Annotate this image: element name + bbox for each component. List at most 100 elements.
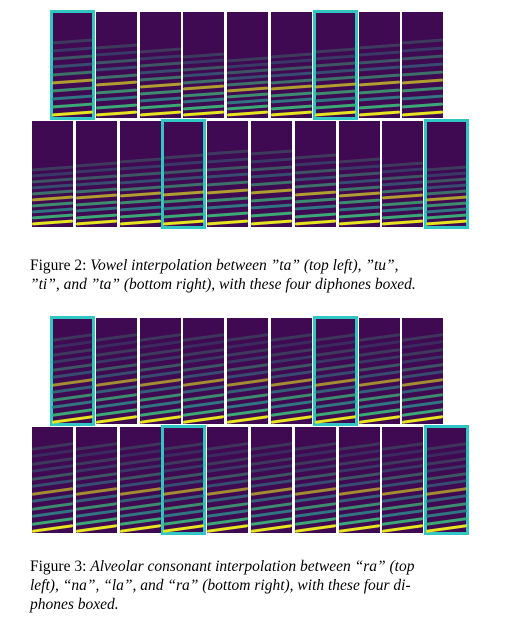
harmonic-band bbox=[52, 110, 93, 117]
spectrogram-panel bbox=[139, 12, 181, 118]
harmonic-band bbox=[338, 219, 380, 226]
harmonic-band bbox=[271, 104, 312, 110]
harmonic-band bbox=[251, 479, 292, 488]
harmonic-band bbox=[402, 54, 444, 61]
harmonic-band bbox=[139, 89, 181, 96]
harmonic-band bbox=[163, 160, 205, 167]
spectrogram-panel bbox=[358, 12, 400, 118]
harmonic-band bbox=[183, 52, 225, 58]
harmonic-band bbox=[227, 86, 269, 93]
harmonic-band bbox=[271, 110, 312, 117]
harmonic-band bbox=[426, 213, 468, 220]
harmonic-band bbox=[95, 103, 137, 109]
spectrogram-panel bbox=[227, 318, 269, 424]
harmonic-band bbox=[207, 165, 249, 171]
harmonic-band bbox=[358, 58, 400, 64]
harmonic-band bbox=[95, 88, 137, 94]
harmonic-band bbox=[294, 524, 336, 533]
harmonic-band bbox=[119, 164, 161, 171]
harmonic-band bbox=[163, 479, 205, 488]
spectrogram-panel bbox=[95, 318, 137, 424]
spectrogram-panel bbox=[32, 427, 73, 533]
harmonic-band bbox=[139, 355, 181, 364]
harmonic-band bbox=[119, 198, 161, 205]
harmonic-band bbox=[251, 449, 292, 458]
figure-2-caption-line1: Vowel interpolation between ”ta” (top le… bbox=[90, 257, 399, 274]
harmonic-band bbox=[95, 110, 137, 117]
harmonic-band bbox=[163, 494, 205, 503]
harmonic-band bbox=[32, 165, 73, 172]
harmonic-band bbox=[402, 370, 444, 379]
harmonic-band bbox=[139, 110, 181, 117]
harmonic-band bbox=[52, 86, 93, 93]
boxed-spectrogram-panel bbox=[161, 119, 207, 229]
harmonic-band bbox=[338, 164, 380, 171]
harmonic-band bbox=[75, 174, 117, 181]
harmonic-band bbox=[338, 178, 380, 185]
harmonic-band bbox=[402, 70, 444, 77]
spectrogram-panel bbox=[294, 121, 336, 227]
harmonic-band bbox=[382, 524, 424, 533]
spectrogram-panel bbox=[251, 427, 292, 533]
harmonic-band bbox=[227, 340, 269, 349]
harmonic-band bbox=[402, 400, 444, 409]
harmonic-band bbox=[294, 509, 336, 518]
harmonic-band bbox=[163, 219, 205, 226]
harmonic-band bbox=[163, 204, 205, 211]
harmonic-band bbox=[358, 80, 400, 87]
harmonic-band bbox=[251, 149, 292, 156]
spectrogram-panel bbox=[119, 427, 161, 533]
harmonic-band bbox=[314, 355, 356, 364]
harmonic-band bbox=[314, 340, 356, 349]
harmonic-band bbox=[75, 206, 117, 213]
harmonic-band bbox=[207, 449, 249, 458]
harmonic-band bbox=[271, 84, 312, 91]
harmonic-band bbox=[119, 157, 161, 164]
harmonic-band bbox=[75, 200, 117, 207]
spectrogram-panel bbox=[119, 121, 161, 227]
harmonic-band bbox=[163, 190, 205, 197]
harmonic-band bbox=[426, 509, 468, 518]
harmonic-band bbox=[271, 385, 312, 394]
harmonic-band bbox=[119, 219, 161, 226]
spectrogram-panel bbox=[183, 12, 225, 118]
harmonic-band bbox=[75, 161, 117, 168]
harmonic-band bbox=[227, 68, 269, 75]
harmonic-band bbox=[382, 200, 424, 207]
harmonic-band bbox=[251, 219, 292, 226]
harmonic-band bbox=[402, 46, 444, 53]
spectrogram-panel bbox=[338, 427, 380, 533]
harmonic-band bbox=[183, 78, 225, 84]
harmonic-band bbox=[75, 213, 117, 219]
harmonic-band bbox=[382, 168, 424, 174]
harmonic-band bbox=[382, 213, 424, 219]
harmonic-band bbox=[207, 219, 249, 226]
harmonic-band bbox=[314, 75, 356, 82]
harmonic-band bbox=[251, 509, 292, 518]
harmonic-band bbox=[163, 464, 205, 473]
harmonic-band bbox=[271, 78, 312, 84]
harmonic-band bbox=[95, 415, 137, 424]
boxed-spectrogram-panel bbox=[161, 425, 207, 535]
harmonic-band bbox=[139, 415, 181, 424]
harmonic-band bbox=[402, 355, 444, 364]
harmonic-band bbox=[227, 80, 269, 87]
harmonic-band bbox=[95, 43, 137, 49]
spectrogram-panel bbox=[382, 121, 424, 227]
harmonic-band bbox=[271, 400, 312, 409]
harmonic-band bbox=[426, 449, 468, 458]
harmonic-band bbox=[183, 58, 225, 65]
boxed-spectrogram-panel bbox=[50, 10, 95, 120]
harmonic-band bbox=[338, 185, 380, 191]
harmonic-band bbox=[207, 204, 249, 210]
figure-2-caption: Figure 2: Vowel interpolation between ”t… bbox=[30, 256, 490, 294]
spectrogram-panel bbox=[338, 121, 380, 227]
harmonic-band bbox=[251, 211, 292, 218]
harmonic-band bbox=[426, 464, 468, 473]
harmonic-band bbox=[251, 180, 292, 187]
harmonic-band bbox=[119, 449, 161, 458]
harmonic-band bbox=[402, 78, 444, 85]
harmonic-band bbox=[139, 75, 181, 82]
harmonic-band bbox=[207, 464, 249, 473]
harmonic-band bbox=[95, 80, 137, 87]
